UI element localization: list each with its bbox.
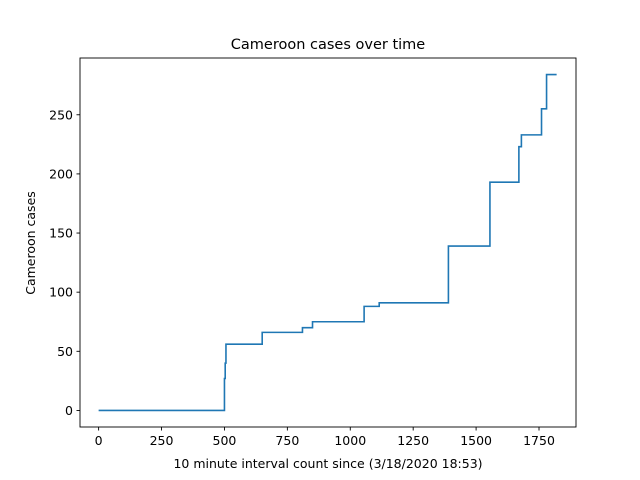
chart-title: Cameroon cases over time [231,37,426,53]
x-tick-label: 250 [150,433,174,448]
plot-area: 0 250 500 750 1000 1250 1500 1750 0 50 100 150 200 25… [49,57,577,448]
axes-frame [79,57,577,428]
x-tick-label: 0 [95,433,103,448]
y-axis-label: Cameroon cases [23,191,38,295]
y-tick-label: 250 [49,107,73,122]
x-axis-label: 10 minute interval count since (3/18/202… [173,456,482,471]
y-tick-label: 200 [49,166,73,181]
x-tick-label: 1000 [334,433,366,448]
y-tick-label: 150 [49,226,73,241]
x-tick-label: 500 [213,433,237,448]
x-tick-label: 1750 [523,433,555,448]
y-tick-label: 100 [49,285,73,300]
x-tick-label: 1500 [460,433,492,448]
series-line-0 [98,73,557,412]
y-tick-label: 0 [65,403,73,418]
x-tick-label: 1250 [397,433,429,448]
x-tick-label: 750 [275,433,299,448]
y-tick-label: 50 [57,344,73,359]
